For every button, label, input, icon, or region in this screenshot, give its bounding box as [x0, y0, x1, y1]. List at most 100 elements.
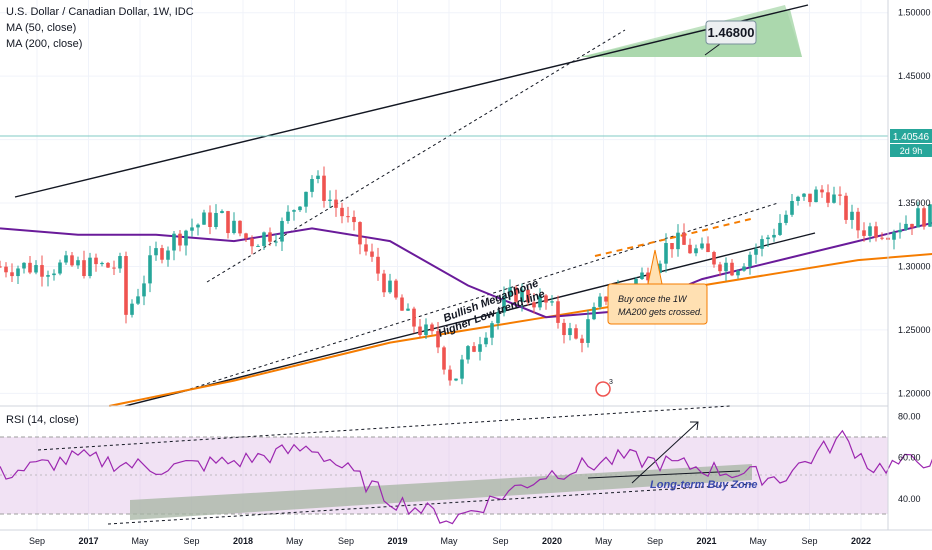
rsi-tick-label: 60.00: [898, 453, 921, 463]
candle-up: [310, 179, 314, 192]
rsi-projection-arrow: [631, 421, 699, 484]
countdown-text: 2d 9h: [900, 146, 923, 156]
target-callout-text: 1.46800: [708, 25, 755, 40]
candle-up: [796, 196, 800, 201]
candle-down: [532, 302, 536, 308]
ma50-legend[interactable]: MA (50, close): [6, 22, 77, 34]
time-axis[interactable]: Sep 2017 May Sep 2018 May Sep 2019 May Sep 2020 May…: [29, 536, 871, 546]
candle-up: [490, 323, 494, 338]
candle-down: [358, 222, 362, 245]
candle-down: [400, 297, 404, 311]
candle-down: [124, 256, 128, 315]
rsi-tick-label: 80.00: [898, 411, 921, 421]
candle-down: [106, 262, 110, 268]
candle-up: [292, 210, 296, 212]
candle-down: [874, 226, 878, 238]
price-tick-label: 1.50000: [898, 8, 931, 18]
candle-up: [784, 214, 788, 223]
candle-up: [550, 301, 554, 303]
candle-down: [340, 207, 344, 217]
candle-up: [586, 319, 590, 343]
time-tick-label: May: [131, 536, 149, 546]
candle-down: [10, 272, 14, 277]
price-tick-label: 1.45000: [898, 71, 931, 81]
candle-down: [442, 347, 446, 370]
candle-down: [268, 232, 272, 242]
candle-down: [250, 238, 254, 247]
candle-up: [466, 346, 470, 360]
candle-up: [220, 211, 224, 214]
candle-up: [142, 283, 146, 297]
candle-down: [472, 346, 476, 352]
event-marker-icon[interactable]: [595, 381, 611, 397]
candle-up: [676, 232, 680, 250]
candle-down: [208, 212, 212, 227]
candle-up: [658, 263, 662, 273]
ma200-legend[interactable]: MA (200, close): [6, 38, 83, 50]
candle-down: [226, 211, 230, 234]
time-tick-label: 2017: [78, 536, 98, 546]
candle-up: [190, 227, 194, 231]
candle-up: [736, 270, 740, 276]
candle-up: [34, 265, 38, 273]
candle-up: [154, 248, 158, 256]
candle-up: [118, 256, 122, 269]
candle-up: [496, 312, 500, 324]
candle-up: [298, 206, 302, 211]
rsi-upper-trend: [37, 405, 731, 451]
candle-up: [742, 266, 746, 271]
candle-up: [748, 254, 752, 267]
time-tick-label: Sep: [29, 536, 45, 546]
candle-down: [922, 208, 926, 227]
time-tick-label: 2020: [542, 536, 562, 546]
rsi-legend[interactable]: RSI (14, close): [6, 414, 79, 426]
candle-down: [730, 262, 734, 276]
candle-up: [640, 272, 644, 280]
candle-down: [112, 267, 116, 269]
candle-down: [556, 301, 560, 323]
buy-note-line1: Buy once the 1W: [618, 294, 688, 304]
event-marker-count: 3: [609, 379, 613, 386]
candle-up: [328, 199, 332, 201]
candle-down: [544, 295, 548, 303]
candle-down: [382, 273, 386, 293]
candle-up: [262, 232, 266, 246]
candle-up: [520, 289, 524, 302]
candle-down: [412, 308, 416, 327]
time-tick-label: Sep: [647, 536, 663, 546]
buy-note-box: [607, 283, 708, 325]
target-callout-box: [705, 20, 757, 45]
candle-up: [22, 262, 26, 269]
candle-up: [406, 308, 410, 311]
candle-down: [682, 232, 686, 245]
candle-down: [364, 244, 368, 252]
megaphone-upper-line: [14, 4, 809, 198]
ma200-projection: [594, 217, 756, 257]
candle-up: [754, 248, 758, 255]
buy-note-line2: MA200 gets crossed.: [618, 307, 703, 317]
megaphone-lower-line: [124, 232, 816, 407]
candle-up: [598, 296, 602, 307]
rsi-axis[interactable]: 40.00 60.00 80.00: [898, 411, 921, 504]
candle-down: [394, 280, 398, 298]
candle-up: [202, 212, 206, 225]
candle-up: [850, 211, 854, 220]
candle-up: [166, 250, 170, 260]
candle-up: [664, 243, 668, 264]
price-axis[interactable]: 1.200001.250001.300001.350001.400001.450…: [898, 8, 931, 399]
candle-down: [514, 287, 518, 302]
rsi-support-line: [587, 470, 741, 479]
candle-down: [178, 233, 182, 246]
candle-up: [148, 255, 152, 284]
candle-down: [40, 265, 44, 277]
candle-down: [244, 233, 248, 239]
time-tick-label: Sep: [801, 536, 817, 546]
candle-up: [916, 208, 920, 228]
time-tick-label: May: [595, 536, 613, 546]
candle-down: [574, 328, 578, 339]
target-pointer: [704, 43, 721, 56]
candle-up: [304, 191, 308, 207]
countdown-box: [890, 144, 932, 157]
time-tick-label: May: [440, 536, 458, 546]
